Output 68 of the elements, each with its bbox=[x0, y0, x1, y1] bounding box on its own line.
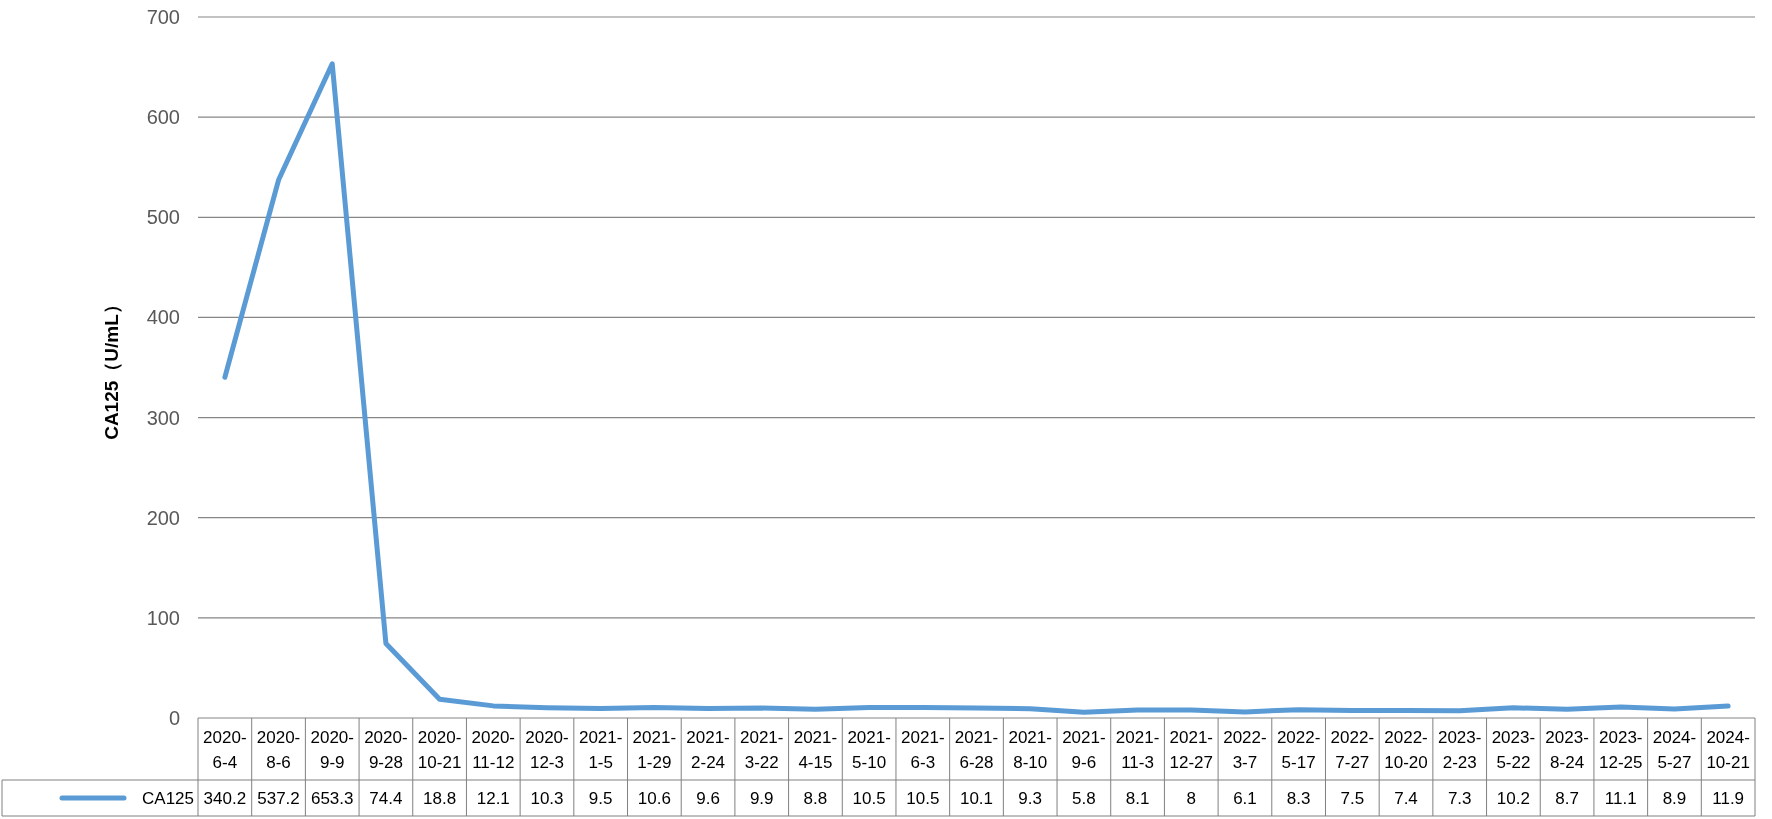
data-label: 11.9 bbox=[1712, 789, 1745, 808]
data-label: 9.9 bbox=[749, 789, 774, 808]
x-tick-label: 2022-10-20 bbox=[1384, 728, 1428, 772]
x-tick-label: 2024-10-21 bbox=[1706, 728, 1750, 772]
x-tick-label: 2021-3-22 bbox=[740, 728, 784, 772]
x-tick-label: 2023-12-25 bbox=[1599, 728, 1643, 772]
y-tick-label: 100 bbox=[146, 606, 180, 629]
data-label: 9.6 bbox=[696, 789, 720, 808]
x-tick-label: 2022-3-7 bbox=[1223, 728, 1267, 772]
y-tick-label: 500 bbox=[146, 206, 180, 229]
x-tick-label: 2020-9-9 bbox=[310, 728, 354, 772]
data-label: 74.4 bbox=[369, 789, 403, 808]
x-tick-label: 2022-5-17 bbox=[1276, 728, 1321, 772]
data-label: 10.3 bbox=[530, 789, 564, 808]
data-label: 7.5 bbox=[1340, 789, 1365, 808]
y-tick-label: 200 bbox=[146, 506, 180, 529]
y-tick-label: 700 bbox=[146, 6, 180, 28]
legend-label: CA125 bbox=[142, 789, 194, 808]
data-label: 9.3 bbox=[1018, 789, 1043, 808]
x-tick-label: 2021-4-15 bbox=[793, 728, 838, 772]
x-tick-label: 2023-5-22 bbox=[1491, 728, 1536, 772]
data-label: 10.5 bbox=[906, 789, 940, 808]
x-tick-label: 2020-12-3 bbox=[525, 728, 569, 772]
y-tick-label: 0 bbox=[168, 707, 180, 729]
x-tick-label: 2021-8-10 bbox=[1008, 728, 1052, 772]
x-tick-label: 2021-6-28 bbox=[954, 728, 999, 772]
data-label: 6.1 bbox=[1233, 789, 1257, 808]
x-tick-label: 2021-11-3 bbox=[1115, 728, 1160, 772]
x-tick-label: 2020-10-21 bbox=[417, 728, 462, 772]
data-label: 340.2 bbox=[203, 789, 247, 808]
data-label: 8 bbox=[1186, 789, 1196, 808]
data-label: 10.6 bbox=[637, 789, 671, 808]
data-label: 8.9 bbox=[1662, 789, 1687, 808]
data-label: 10.2 bbox=[1496, 789, 1530, 808]
data-label: 11.1 bbox=[1604, 789, 1637, 808]
data-label: 5.8 bbox=[1072, 789, 1096, 808]
data-label: 10.1 bbox=[959, 789, 994, 808]
data-label: 8.3 bbox=[1286, 789, 1311, 808]
y-tick-label: 600 bbox=[146, 106, 180, 129]
data-label: 7.3 bbox=[1447, 789, 1472, 808]
x-tick-label: 2021-1-5 bbox=[578, 728, 623, 772]
x-tick-label: 2021-6-3 bbox=[901, 728, 945, 772]
data-label: 537.2 bbox=[257, 789, 300, 808]
x-tick-label: 2020-6-4 bbox=[203, 728, 247, 772]
x-tick-label: 2022-7-27 bbox=[1330, 728, 1375, 772]
x-tick-label: 2021-9-6 bbox=[1062, 728, 1106, 772]
data-label: 18.8 bbox=[423, 789, 457, 808]
data-label: 10.5 bbox=[852, 789, 886, 808]
data-label: 8.7 bbox=[1555, 789, 1579, 808]
y-tick-label: 400 bbox=[146, 306, 180, 329]
x-tick-label: 2021-1-29 bbox=[632, 728, 677, 772]
y-axis-title: CA125（U/mL） bbox=[101, 295, 122, 440]
y-tick-label: 300 bbox=[146, 406, 180, 429]
x-tick-label: 2021-5-10 bbox=[847, 728, 891, 772]
data-label: 8.8 bbox=[803, 789, 828, 808]
x-tick-label: 2021-2-24 bbox=[686, 728, 730, 772]
x-tick-label: 2024-5-27 bbox=[1652, 728, 1697, 772]
data-label: 12.1 bbox=[476, 789, 510, 808]
x-tick-label: 2020-9-28 bbox=[364, 728, 408, 772]
data-label: 653.3 bbox=[310, 789, 354, 808]
x-tick-label: 2020-8-6 bbox=[256, 728, 301, 772]
x-tick-label: 2021-12-27 bbox=[1169, 728, 1213, 772]
data-label: 8.1 bbox=[1125, 789, 1150, 808]
data-label: 7.4 bbox=[1394, 789, 1418, 808]
data-label: 9.5 bbox=[588, 789, 613, 808]
x-tick-label: 2020-11-12 bbox=[471, 728, 516, 772]
x-tick-label: 2023-8-24 bbox=[1545, 728, 1589, 772]
x-tick-label: 2023-2-23 bbox=[1437, 728, 1482, 772]
